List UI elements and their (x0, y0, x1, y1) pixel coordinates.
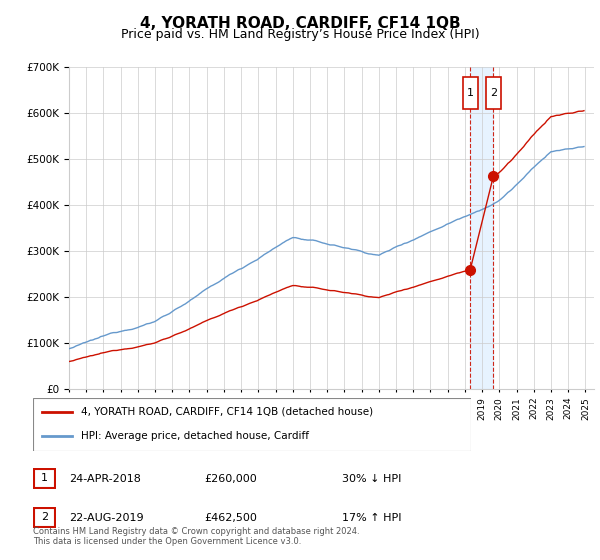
Text: 2: 2 (41, 512, 48, 522)
Text: 2: 2 (490, 87, 497, 97)
FancyBboxPatch shape (34, 508, 55, 527)
Text: HPI: Average price, detached house, Cardiff: HPI: Average price, detached house, Card… (81, 431, 309, 441)
FancyBboxPatch shape (487, 77, 501, 109)
Text: 4, YORATH ROAD, CARDIFF, CF14 1QB (detached house): 4, YORATH ROAD, CARDIFF, CF14 1QB (detac… (81, 407, 373, 417)
Text: £260,000: £260,000 (204, 474, 257, 484)
Text: 1: 1 (41, 473, 48, 483)
Text: Contains HM Land Registry data © Crown copyright and database right 2024.
This d: Contains HM Land Registry data © Crown c… (33, 526, 359, 546)
FancyBboxPatch shape (33, 398, 471, 451)
FancyBboxPatch shape (463, 77, 478, 109)
Text: 4, YORATH ROAD, CARDIFF, CF14 1QB: 4, YORATH ROAD, CARDIFF, CF14 1QB (140, 16, 460, 31)
Text: 24-APR-2018: 24-APR-2018 (69, 474, 141, 484)
Text: 1: 1 (467, 87, 474, 97)
Text: £462,500: £462,500 (204, 513, 257, 523)
Bar (470, 67, 493, 389)
Text: Price paid vs. HM Land Registry’s House Price Index (HPI): Price paid vs. HM Land Registry’s House … (121, 28, 479, 41)
Text: 17% ↑ HPI: 17% ↑ HPI (342, 513, 401, 523)
Text: 22-AUG-2019: 22-AUG-2019 (69, 513, 143, 523)
FancyBboxPatch shape (34, 469, 55, 488)
Text: 30% ↓ HPI: 30% ↓ HPI (342, 474, 401, 484)
